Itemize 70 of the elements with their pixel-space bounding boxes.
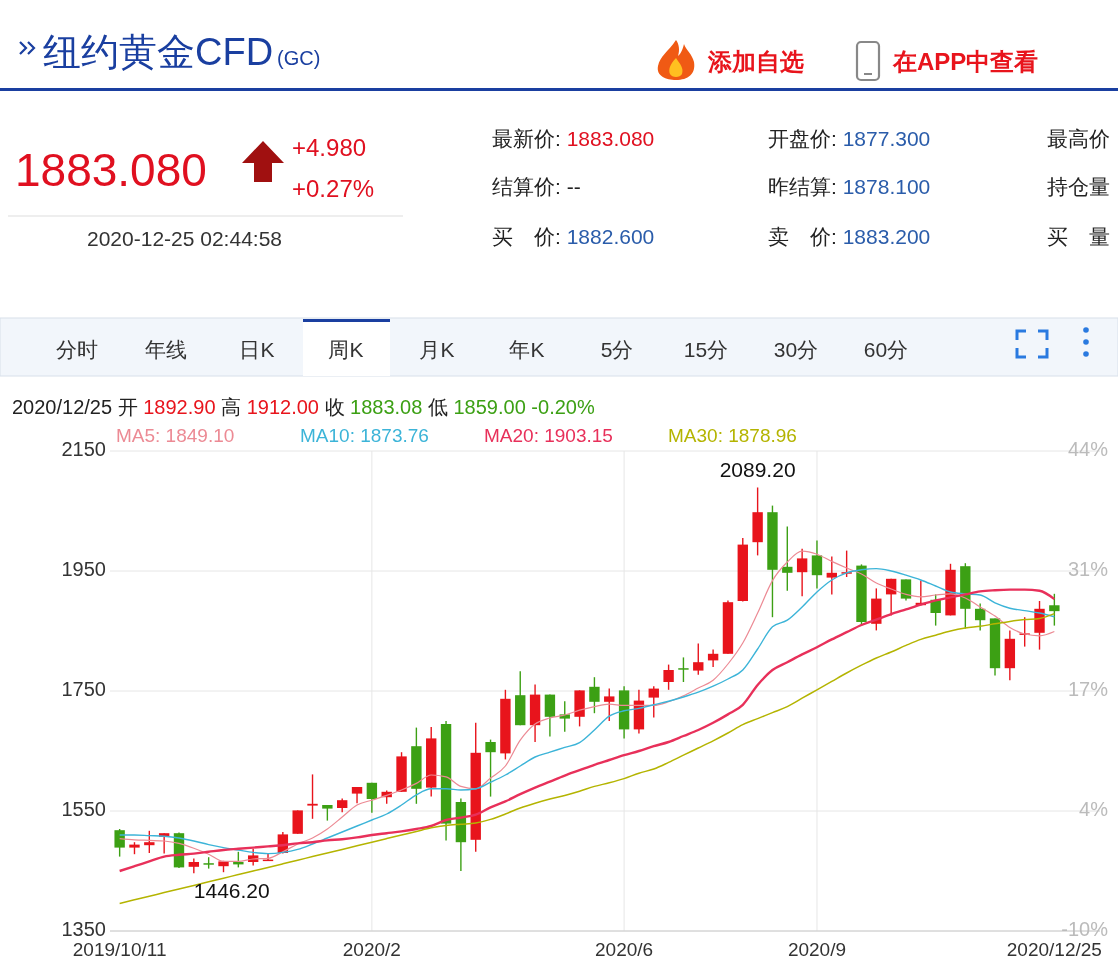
y-tick-label: 1350 (61, 918, 106, 941)
x-tick-label: 2019/10/11 (72, 939, 167, 961)
annotation: 1446.20 (193, 879, 270, 903)
candlestick (604, 687, 615, 722)
text: 60分 (863, 338, 909, 361)
annotation: 2089.20 (719, 458, 796, 482)
text: 30分 (773, 338, 819, 361)
text: MA10: 1873.76 (300, 425, 429, 446)
candlestick (678, 656, 689, 683)
text: 持仓量 (1047, 175, 1110, 198)
y2-tick-label: 4% (1079, 798, 1109, 821)
candlestick (144, 830, 155, 854)
candlestick (307, 773, 318, 820)
text: 2020/12/25 开 1892.90 高 1912.00 收 1883.08 低 1859.00 -0.20% (12, 396, 595, 418)
text: 买 价: 1882.600 (492, 225, 655, 248)
text: 日K (239, 338, 275, 361)
text: 最高价 (1047, 127, 1110, 150)
candlestick (544, 693, 556, 738)
candlestick (826, 555, 837, 596)
text: +4.980 (292, 134, 367, 161)
text: 月K (419, 338, 455, 361)
chart-subtitle: (GC) (277, 47, 321, 69)
text: 年线 (145, 338, 187, 361)
y-tick-label: 1950 (61, 558, 106, 581)
candlestick (663, 663, 674, 691)
text: 1883.080 (15, 144, 207, 196)
candlestick (292, 809, 303, 835)
text: 买 量 (1047, 225, 1110, 248)
text: 开盘价: 1877.300 (768, 127, 931, 150)
candlestick (648, 685, 659, 719)
text: 在APP中查看 (892, 48, 1039, 75)
x-tick-label: 2020/9 (787, 939, 847, 961)
text: MA30: 1878.96 (668, 425, 797, 446)
text: 最新价: 1883.080 (492, 127, 655, 150)
text: 昨结算: 1878.100 (768, 175, 931, 198)
text: 结算价: -- (492, 175, 581, 198)
candlestick (974, 602, 986, 632)
text: MA20: 1903.15 (484, 425, 613, 446)
text: 年K (509, 338, 545, 361)
candlestick (485, 738, 496, 798)
candlestick (1049, 593, 1060, 627)
text: 2020-12-25 02:44:58 (87, 227, 282, 250)
candlestick (930, 593, 941, 627)
candlestick (693, 642, 704, 676)
text: 分时 (56, 338, 98, 361)
candlestick (188, 857, 200, 874)
x-tick-label: 2020/6 (595, 939, 654, 961)
text: 5分 (600, 338, 634, 361)
y2-tick-label: -10% (1061, 918, 1109, 941)
text: 卖 价: 1883.200 (768, 225, 931, 248)
text: +0.27% (292, 175, 375, 202)
candlestick (589, 676, 600, 714)
candlestick (796, 548, 808, 597)
text: 添加自选 (707, 48, 804, 75)
candlestick (114, 828, 125, 858)
candlestick (366, 782, 378, 814)
y2-tick-label: 17% (1067, 678, 1109, 701)
y2-tick-label: 44% (1067, 438, 1109, 461)
chart-title: 纽约黄金CFD (43, 31, 274, 73)
candlestick (811, 539, 823, 590)
text: MA5: 1849.10 (116, 425, 235, 446)
candlestick (782, 525, 793, 592)
y-tick-label: 1550 (61, 798, 106, 821)
y-tick-label: 1750 (61, 678, 106, 701)
y-tick-label: 2150 (61, 438, 106, 461)
text: 周K (328, 338, 364, 361)
x-tick-label: 2020/12/25 (1006, 939, 1102, 961)
y2-tick-label: 31% (1067, 558, 1109, 581)
text: 15分 (683, 338, 729, 361)
x-tick-label: 2020/2 (342, 939, 401, 961)
